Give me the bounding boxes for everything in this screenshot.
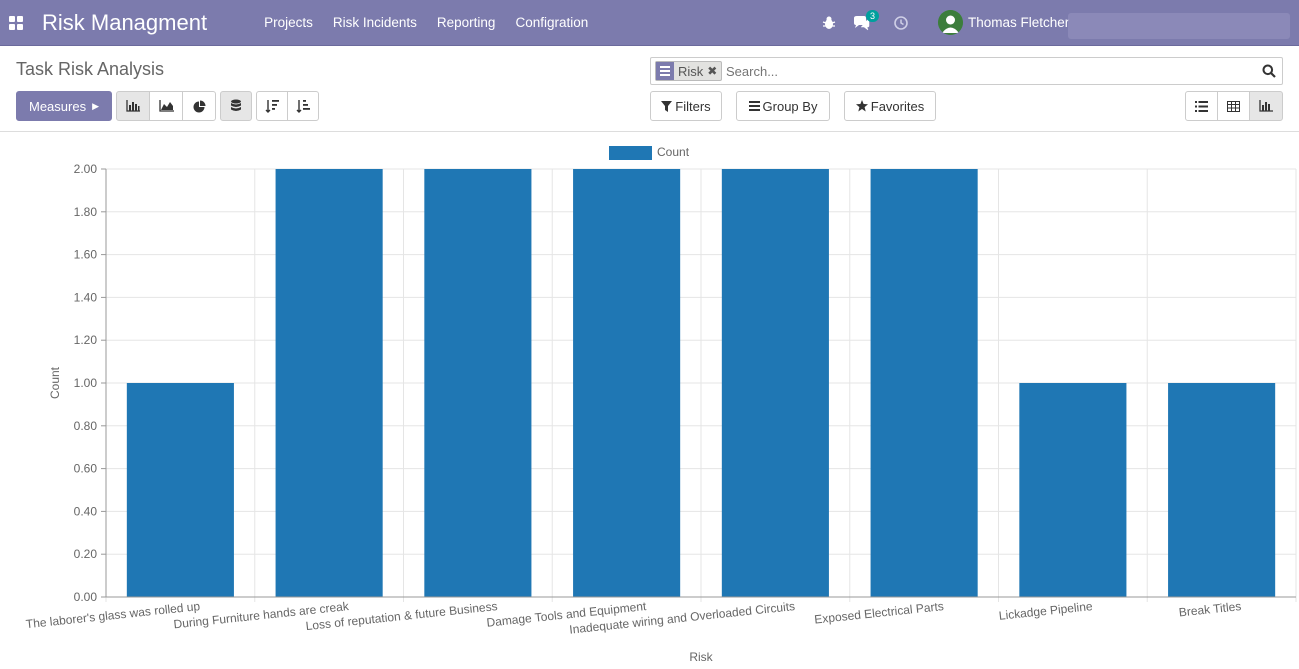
x-tick-label: Break Titles	[1178, 599, 1242, 619]
y-tick-label: 0.60	[74, 462, 98, 476]
activity-clock-icon[interactable]	[892, 14, 910, 32]
group-by-label: Group By	[762, 98, 818, 114]
y-tick-label: 1.60	[74, 248, 98, 262]
y-tick-label: 1.20	[74, 333, 98, 347]
y-tick-label: 1.80	[74, 205, 98, 219]
app-brand[interactable]: Risk Managment	[42, 9, 208, 35]
y-tick-label: 0.20	[74, 547, 98, 561]
search-facet-risk[interactable]: Risk ✖	[655, 61, 723, 81]
database-stack-icon	[231, 99, 241, 111]
user-name[interactable]: Thomas Fletcher	[968, 15, 1070, 30]
x-axis-title: Risk	[689, 650, 713, 664]
legend-label[interactable]: Count	[657, 145, 690, 159]
systray: 3	[820, 0, 910, 46]
sort-descending-icon[interactable]	[256, 91, 288, 121]
debug-bug-icon[interactable]	[820, 14, 838, 32]
star-icon	[855, 100, 868, 112]
line-chart-icon[interactable]	[149, 91, 183, 121]
control-panel-divider	[0, 131, 1299, 132]
facet-remove-icon[interactable]: ✖	[707, 64, 718, 78]
menu-item-configration[interactable]: Configration	[515, 15, 589, 30]
apps-menu-icon[interactable]	[9, 15, 23, 30]
sort-ascending-icon[interactable]	[287, 91, 319, 121]
bar[interactable]	[1168, 383, 1276, 597]
filters-button[interactable]: Filters	[650, 91, 722, 121]
chart-mode-group	[116, 91, 216, 121]
menu-item-risk-incidents[interactable]: Risk Incidents	[332, 15, 417, 30]
main-menu: Projects Risk Incidents Reporting Config…	[264, 15, 608, 30]
group-by-icon	[656, 62, 674, 80]
x-tick-label: Lickadge Pipeline	[998, 599, 1093, 623]
measures-label: Measures	[29, 98, 87, 114]
menu-item-reporting[interactable]: Reporting	[436, 15, 496, 30]
filters-label: Filters	[675, 98, 711, 114]
y-tick-label: 1.40	[74, 290, 98, 304]
redacted-database-name	[1068, 13, 1290, 39]
x-tick-label: Exposed Electrical Parts	[814, 599, 945, 627]
page-title: Task Risk Analysis	[16, 59, 165, 79]
pivot-view-icon[interactable]	[1217, 91, 1250, 121]
y-axis-title: Count	[48, 366, 62, 399]
y-tick-label: 0.00	[74, 590, 98, 604]
bar-chart: 0.00 0.20 0.40 0.60 0.80 1.00 1.20 1.40 1.60 1.80…	[25, 145, 1297, 664]
y-tick-label: 0.40	[74, 504, 98, 518]
caret-right-icon: ▶	[92, 100, 99, 111]
bar[interactable]	[275, 169, 383, 597]
bar-chart-icon[interactable]	[116, 91, 150, 121]
messaging-icon[interactable]: 3	[852, 10, 880, 32]
facet-label: Risk	[678, 63, 704, 79]
bar[interactable]	[424, 169, 532, 597]
search-icon[interactable]	[1262, 64, 1276, 78]
y-tick-label: 2.00	[74, 162, 98, 176]
group-by-button[interactable]: Group By	[736, 91, 830, 121]
stacked-toggle-button[interactable]	[220, 91, 252, 121]
filter-icon	[661, 100, 673, 112]
bars-icon	[748, 101, 760, 111]
menu-item-projects[interactable]: Projects	[264, 15, 313, 30]
bar[interactable]	[870, 169, 978, 597]
search-bar: Risk ✖	[650, 57, 1283, 85]
bar[interactable]	[126, 383, 234, 597]
bar[interactable]	[721, 169, 829, 597]
bar[interactable]	[573, 169, 681, 597]
measures-button[interactable]: Measures ▶	[16, 91, 112, 121]
search-input[interactable]	[726, 62, 1246, 80]
sort-group	[256, 91, 319, 121]
pie-chart-icon[interactable]	[182, 91, 216, 121]
favorites-label: Favorites	[870, 98, 925, 114]
y-tick-label: 0.80	[74, 419, 98, 433]
legend-swatch[interactable]	[609, 146, 652, 160]
top-navbar: Risk Managment Projects Risk Incidents R…	[0, 0, 1299, 46]
favorites-button[interactable]: Favorites	[844, 91, 936, 121]
bar[interactable]	[1019, 383, 1127, 597]
list-view-icon[interactable]	[1185, 91, 1218, 121]
chat-count-badge: 3	[866, 10, 880, 22]
y-tick-label: 1.00	[74, 376, 98, 390]
graph-view-icon[interactable]	[1249, 91, 1283, 121]
user-avatar[interactable]	[938, 10, 963, 35]
view-switcher	[1185, 91, 1283, 121]
